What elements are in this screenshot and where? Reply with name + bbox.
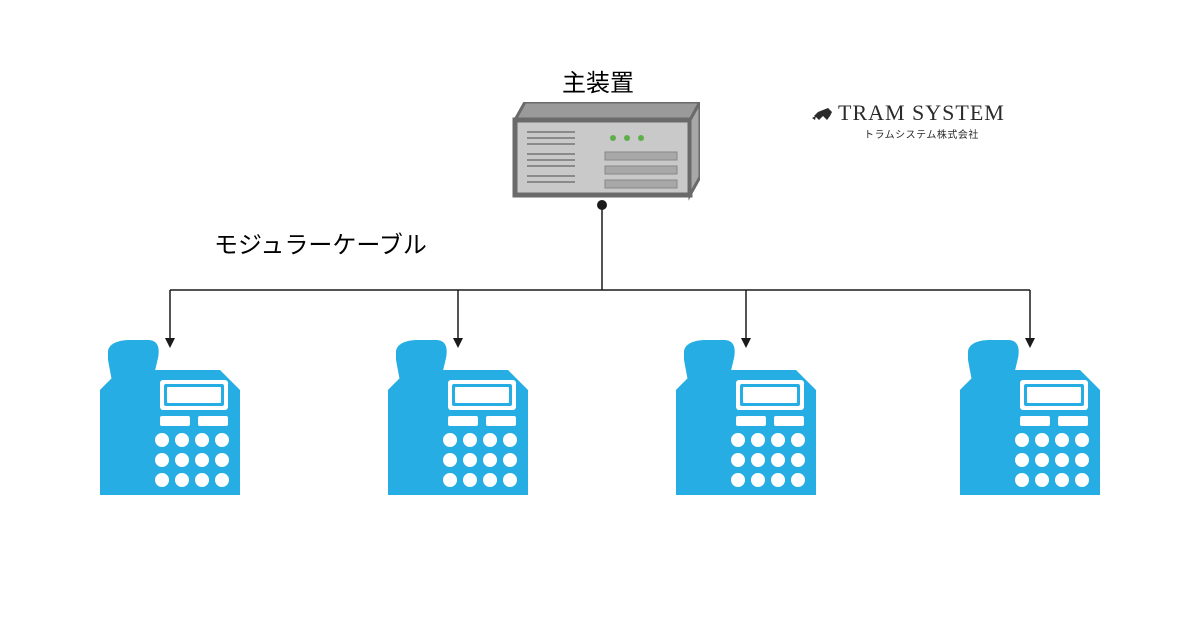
phone-icon [676,340,816,495]
phone-icon [100,340,240,495]
diagram-canvas: 主装置 モジュラーケーブル TRAM SYSTEM トラムシステム株式会社 [0,0,1200,630]
phone-icon [388,340,528,495]
phone-icon [960,340,1100,495]
cable-lines [0,0,1200,630]
